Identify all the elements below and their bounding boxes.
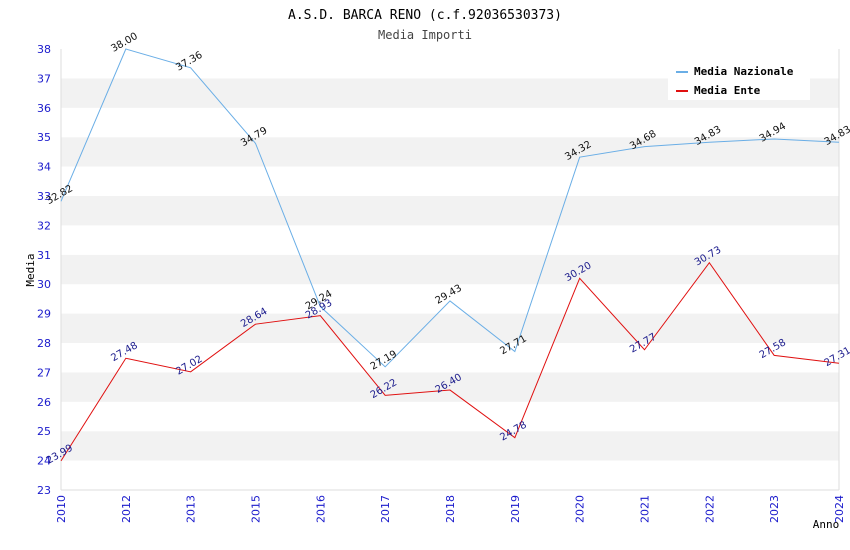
y-tick-label: 32 <box>37 219 51 232</box>
grid-band <box>61 166 839 196</box>
x-tick-label: 2024 <box>833 495 846 523</box>
y-tick-label: 24 <box>37 455 51 468</box>
grid-band <box>61 284 839 314</box>
x-tick-label: 2023 <box>768 495 781 523</box>
y-tick-label: 31 <box>37 249 51 262</box>
y-tick-label: 35 <box>37 131 51 144</box>
grid-band <box>61 401 839 432</box>
y-tick-label: 34 <box>37 161 51 174</box>
grid-band <box>61 460 839 490</box>
grid-band <box>61 254 839 285</box>
y-axis-title: Media <box>24 253 37 286</box>
grid-band <box>61 372 839 402</box>
series-line-ente <box>60 261 840 462</box>
x-tick-label: 2021 <box>639 495 652 523</box>
y-tick-label: 28 <box>37 337 51 350</box>
y-tick-label: 27 <box>37 366 51 379</box>
legend-label-nazionale: Media Nazionale <box>694 65 794 78</box>
grid-band <box>61 431 839 461</box>
y-tick-label: 37 <box>37 72 51 85</box>
x-tick-label: 2018 <box>444 495 457 523</box>
y-tick-label: 36 <box>37 102 51 115</box>
y-tick-label: 29 <box>37 308 51 321</box>
x-tick-label: 2010 <box>55 495 68 523</box>
legend-label-ente: Media Ente <box>694 84 761 97</box>
x-tick-label: 2019 <box>509 495 522 523</box>
legend-box <box>668 62 810 100</box>
x-tick-label: 2013 <box>185 495 198 523</box>
grid-band <box>61 343 839 373</box>
grid-band <box>61 225 839 255</box>
y-tick-label: 30 <box>37 278 51 291</box>
chart-subtitle: Media Importi <box>378 28 472 42</box>
grid-band <box>61 313 839 343</box>
chart-title: A.S.D. BARCA RENO (c.f.92036530373) <box>288 8 562 23</box>
legend: Media Nazionale Media Ente <box>668 62 810 100</box>
y-tick-label: 23 <box>37 484 51 497</box>
y-tick-label: 25 <box>37 425 51 438</box>
x-tick-label: 2016 <box>314 495 327 523</box>
x-tick-label: 2012 <box>120 495 133 523</box>
series-line-nazionale <box>60 48 840 368</box>
x-tick-label: 2015 <box>250 495 263 523</box>
x-tick-label: 2017 <box>379 495 392 523</box>
y-tick-label: 26 <box>37 396 51 409</box>
y-tick-label: 33 <box>37 190 51 203</box>
y-tick-label: 38 <box>37 43 51 56</box>
x-tick-label: 2022 <box>703 495 716 523</box>
grid-band <box>61 196 839 226</box>
grid-band <box>61 107 839 138</box>
x-tick-label: 2020 <box>574 495 587 523</box>
x-axis-title: Anno <box>813 518 840 531</box>
